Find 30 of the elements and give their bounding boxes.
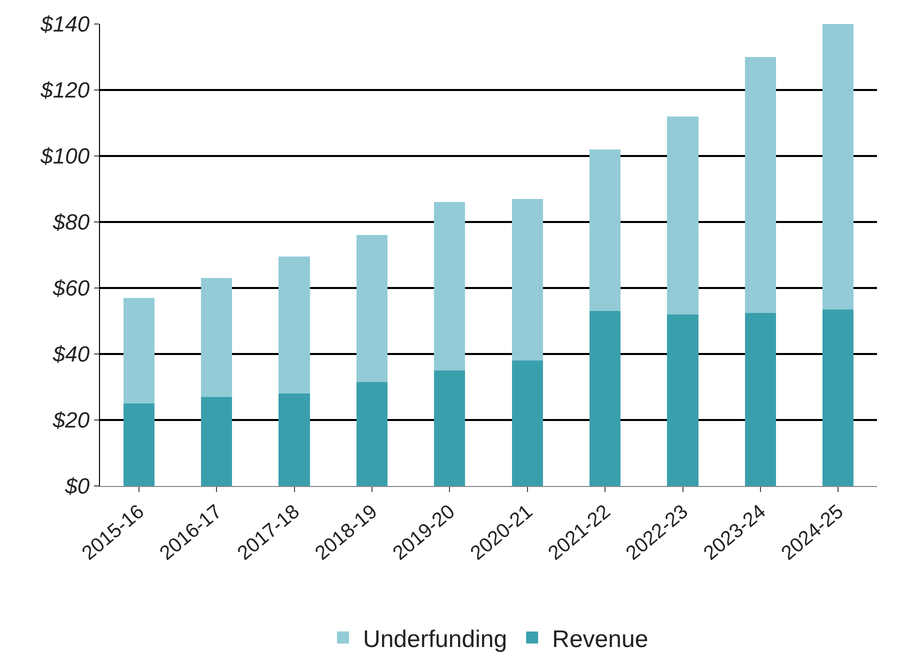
bar <box>434 370 466 486</box>
bar <box>278 256 310 394</box>
legend-label: Revenue <box>552 626 648 653</box>
y-tick-label: $0 <box>64 474 90 499</box>
bar <box>822 309 854 486</box>
y-tick-label: $140 <box>40 12 90 37</box>
bar <box>744 57 776 313</box>
bar <box>201 278 232 397</box>
y-tick-label: $120 <box>40 78 90 103</box>
bar <box>278 394 310 486</box>
y-tick-label: $40 <box>52 342 90 367</box>
bar <box>356 382 388 486</box>
y-tick-label: $100 <box>40 144 90 169</box>
bar <box>590 149 621 312</box>
bar <box>512 360 543 486</box>
bar <box>123 298 154 404</box>
bar <box>201 396 232 486</box>
bar <box>744 312 776 486</box>
legend-label: Underfunding <box>363 626 508 653</box>
y-tick-label: $20 <box>52 408 90 433</box>
bar <box>590 311 621 486</box>
bar <box>512 198 543 361</box>
bar <box>667 116 698 314</box>
y-tick-label: $80 <box>52 210 90 235</box>
bar <box>667 314 698 486</box>
bar <box>434 202 466 370</box>
bar <box>356 235 388 382</box>
bar <box>822 24 854 310</box>
y-tick-label: $60 <box>52 276 90 301</box>
bar <box>123 404 154 486</box>
